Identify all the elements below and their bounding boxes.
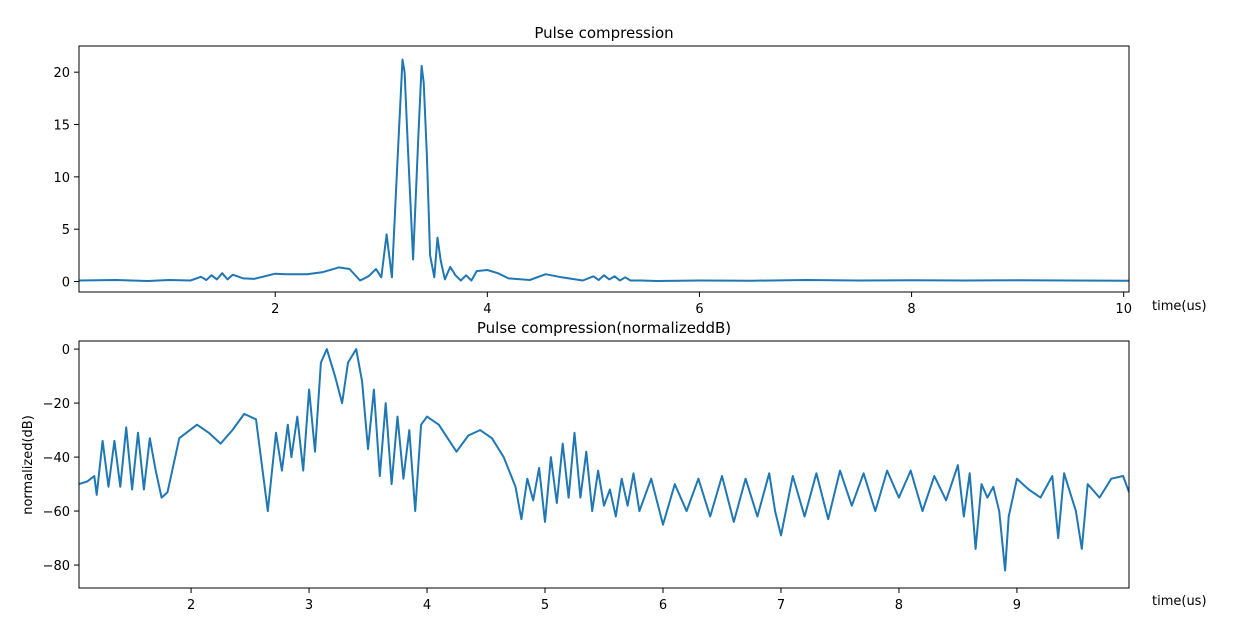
y-tick-label: 0 <box>62 276 70 291</box>
y-tick-label: −20 <box>43 397 70 412</box>
plot-area <box>79 58 1129 282</box>
chart-title: Pulse compression(normalizeddB) <box>477 319 731 337</box>
axes-frame <box>78 45 1130 293</box>
x-tick-label: 8 <box>907 302 915 317</box>
y-tick-label: 20 <box>53 66 70 81</box>
plot-area <box>79 348 1129 572</box>
series-line <box>79 348 1129 572</box>
x-tick-label: 8 <box>895 598 903 613</box>
y-tick-label: 10 <box>53 171 70 186</box>
axes-frame <box>78 340 1130 589</box>
x-tick-label: 2 <box>187 598 195 613</box>
chart-title: Pulse compression <box>534 24 673 42</box>
y-tick-label: −40 <box>43 451 70 466</box>
pulse-compression-chart: Pulse compression 2 4 6 8 10 0 5 10 15 20 time(us… <box>53 24 1206 317</box>
x-tick-label: 7 <box>777 598 785 613</box>
x-tick-label: 2 <box>271 302 279 317</box>
y-tick-label: 0 <box>62 343 70 358</box>
x-tick-label: 10 <box>1115 302 1132 317</box>
x-tick-label: 6 <box>659 598 667 613</box>
x-axis-label: time(us) <box>1152 299 1207 314</box>
x-axis-label: time(us) <box>1152 594 1207 609</box>
x-tick-label: 4 <box>423 598 431 613</box>
x-tick-label: 9 <box>1013 598 1021 613</box>
y-axis-label: normalized(dB) <box>21 415 36 515</box>
pulse-compression-normalized-db-chart: Pulse compression(normalizeddB) 2 3 4 5 6 7 8 9… <box>21 319 1207 613</box>
y-tick-label: −80 <box>43 559 70 574</box>
series-line <box>79 58 1129 282</box>
x-tick-label: 4 <box>483 302 491 317</box>
x-tick-label: 3 <box>305 598 313 613</box>
y-tick-label: 15 <box>53 119 70 134</box>
axis-ticks: 2 4 6 8 10 0 5 10 15 20 <box>53 66 1132 317</box>
x-tick-label: 6 <box>695 302 703 317</box>
y-tick-label: 5 <box>62 223 70 238</box>
y-tick-label: −60 <box>43 505 70 520</box>
axis-ticks: 2 3 4 5 6 7 8 9 0 −20 −40 −60 −80 <box>43 343 1021 613</box>
x-tick-label: 5 <box>541 598 549 613</box>
